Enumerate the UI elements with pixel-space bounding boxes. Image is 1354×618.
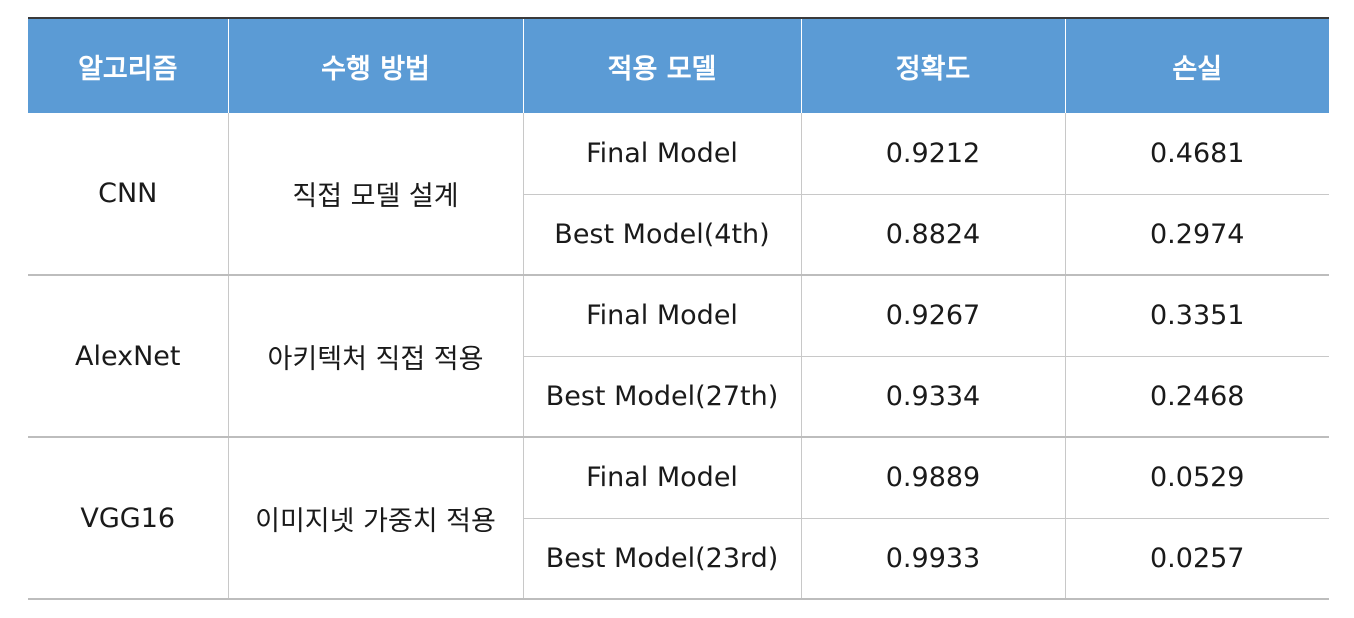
header-method: 수행 방법 — [227, 17, 523, 113]
table-row: CNN 직접 모델 설계 Final Model 0.9212 0.4681 — [28, 113, 1329, 276]
accuracy-cell: 0.9212 — [800, 113, 1065, 195]
accuracy-cell: 0.8824 — [800, 194, 1065, 276]
accuracy-cell: 0.9889 — [800, 437, 1065, 519]
algorithm-cell: AlexNet — [28, 275, 228, 438]
table-row: Best Model(23rd) 0.9933 0.0257 — [28, 518, 1329, 600]
loss-cell: 0.2974 — [1064, 194, 1329, 276]
loss-cell: 0.0529 — [1064, 437, 1329, 519]
algorithm-cell: VGG16 — [28, 437, 228, 600]
accuracy-cell: 0.9267 — [800, 275, 1065, 357]
table-row: VGG16 이미지넷 가중치 적용 Final Model 0.9889 0.0… — [28, 437, 1329, 600]
header-loss: 손실 — [1064, 17, 1329, 113]
header-algorithm: 알고리즘 — [28, 17, 228, 113]
table-row: Best Model(27th) 0.9334 0.2468 — [28, 356, 1329, 438]
model-cell: Final Model — [522, 275, 801, 357]
loss-cell: 0.4681 — [1064, 113, 1329, 195]
algorithm-cell: CNN — [28, 113, 228, 276]
table-row: Best Model(4th) 0.8824 0.2974 — [28, 194, 1329, 276]
header-accuracy: 정확도 — [800, 17, 1065, 113]
loss-cell: 0.0257 — [1064, 518, 1329, 600]
table-body: CNN 직접 모델 설계 Final Model 0.9212 0.4681 B… — [28, 113, 1329, 600]
method-cell: 직접 모델 설계 — [227, 113, 523, 276]
model-cell: Best Model(23rd) — [522, 518, 801, 600]
method-cell: 아키텍처 직접 적용 — [227, 275, 523, 438]
method-cell: 이미지넷 가중치 적용 — [227, 437, 523, 600]
accuracy-cell: 0.9334 — [800, 356, 1065, 438]
model-cell: Best Model(4th) — [522, 194, 801, 276]
header-row: 알고리즘 수행 방법 적용 모델 정확도 손실 — [28, 17, 1329, 113]
results-table: 알고리즘 수행 방법 적용 모델 정확도 손실 CNN 직접 모델 설계 Fin… — [28, 17, 1329, 600]
model-cell: Best Model(27th) — [522, 356, 801, 438]
table-header: 알고리즘 수행 방법 적용 모델 정확도 손실 — [28, 17, 1329, 113]
model-cell: Final Model — [522, 437, 801, 519]
table-row: AlexNet 아키텍처 직접 적용 Final Model 0.9267 0.… — [28, 275, 1329, 438]
header-model: 적용 모델 — [522, 17, 801, 113]
loss-cell: 0.2468 — [1064, 356, 1329, 438]
model-cell: Final Model — [522, 113, 801, 195]
loss-cell: 0.3351 — [1064, 275, 1329, 357]
accuracy-cell: 0.9933 — [800, 518, 1065, 600]
